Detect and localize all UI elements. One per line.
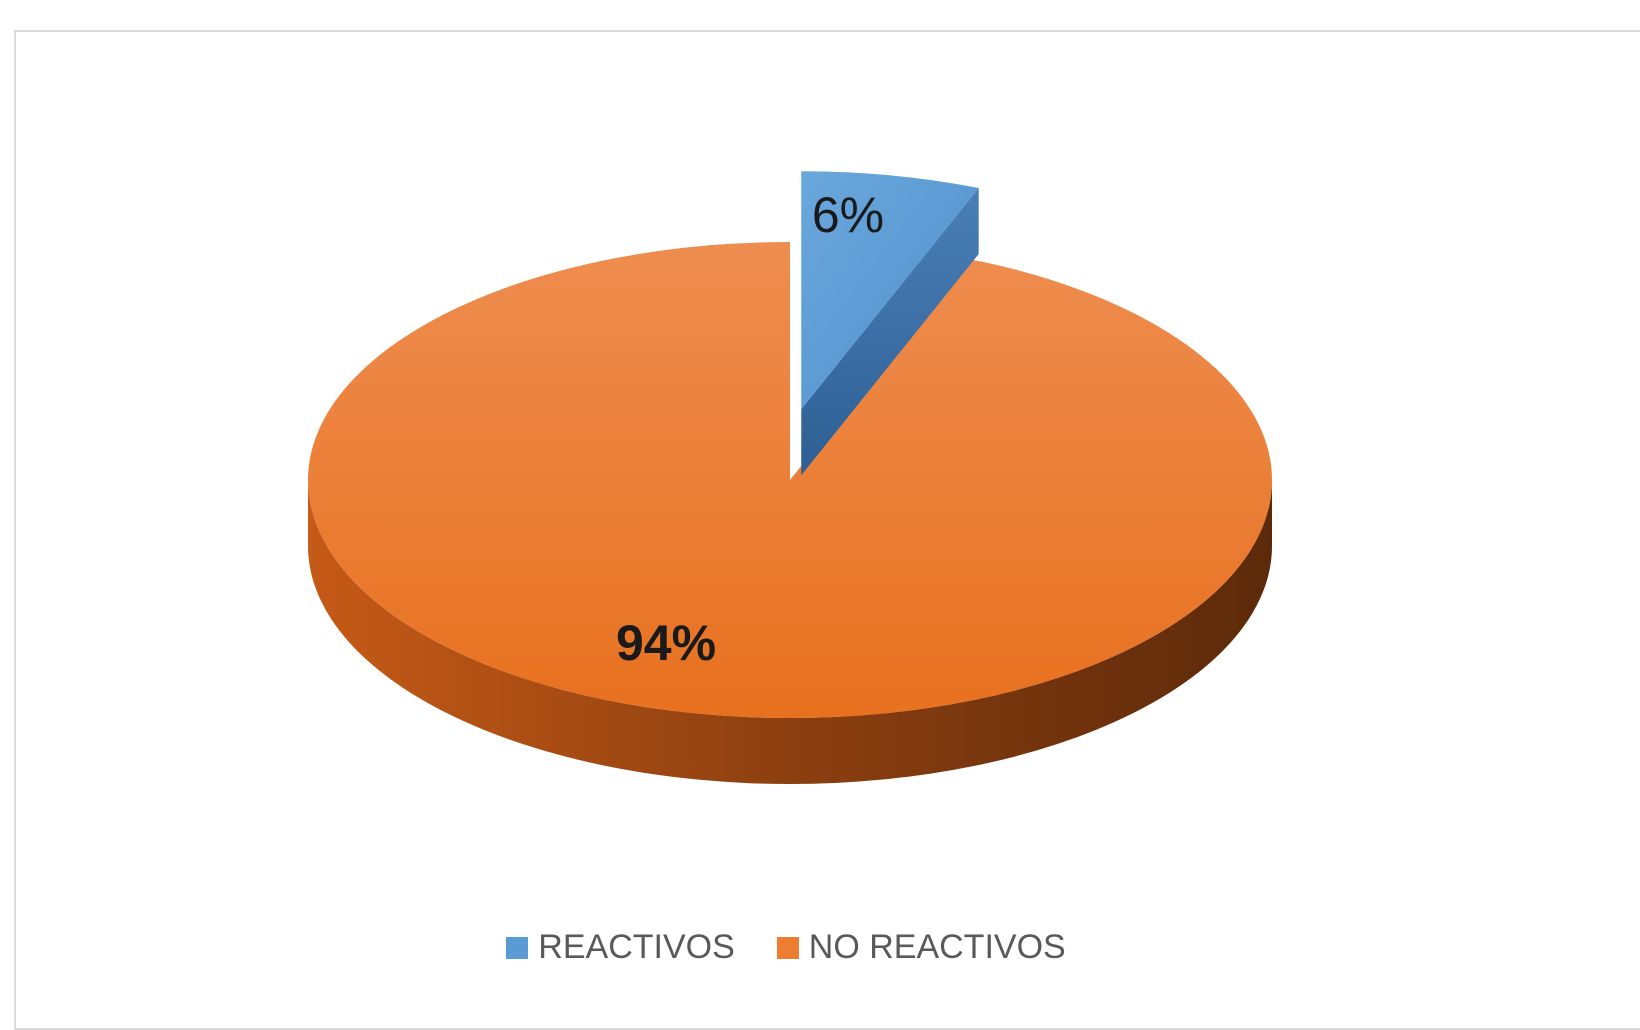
pie-chart: 6% 94%	[307, 171, 1272, 784]
chart-legend: REACTIVOS NO REACTIVOS	[0, 928, 1572, 967]
data-label-reactivos: 6%	[812, 187, 884, 243]
pie-slice-reactivos	[801, 171, 979, 410]
data-label-no-reactivos: 94%	[616, 615, 716, 671]
legend-label-reactivos: REACTIVOS	[538, 928, 735, 966]
pie-slice-no-reactivos	[307, 242, 1272, 718]
legend-swatch-reactivos	[506, 936, 529, 959]
pie-slice-side-no-reactivos	[308, 480, 1272, 784]
legend-swatch-no-reactivos	[776, 936, 799, 959]
legend-item-reactivos: REACTIVOS	[506, 928, 735, 967]
pie-slice-wall-reactivos	[801, 187, 979, 476]
legend-label-no-reactivos: NO REACTIVOS	[808, 928, 1066, 966]
legend-item-no-reactivos: NO REACTIVOS	[776, 928, 1066, 967]
